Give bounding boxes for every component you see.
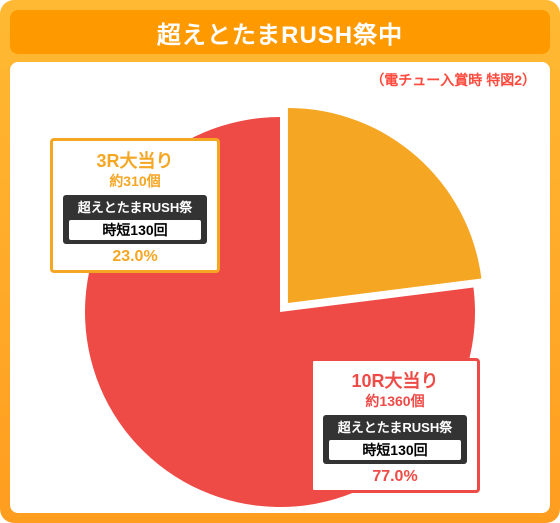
pie-slice-slice_3r [288, 108, 481, 303]
callout-3r-badge: 超えとたまRUSH祭 時短130回 [63, 195, 207, 244]
title-bar: 超えとたまRUSH祭中 [10, 10, 550, 54]
callout-10r-badge-bottom: 時短130回 [329, 440, 461, 460]
callout-3r: 3R大当り 約310個 超えとたまRUSH祭 時短130回 23.0% [50, 138, 220, 273]
callout-10r-sub: 約1360個 [323, 391, 467, 411]
callout-10r: 10R大当り 約1360個 超えとたまRUSH祭 時短130回 77.0% [310, 358, 480, 493]
callout-10r-title: 10R大当り [323, 367, 467, 393]
callout-3r-title: 3R大当り [63, 147, 207, 173]
subtitle: （電チュー入賞時 特図2） [370, 70, 536, 90]
callout-10r-badge: 超えとたまRUSH祭 時短130回 [323, 415, 467, 464]
callout-3r-badge-bottom: 時短130回 [69, 220, 201, 240]
callout-3r-badge-top: 超えとたまRUSH祭 [78, 200, 192, 215]
callout-10r-badge-top: 超えとたまRUSH祭 [338, 420, 452, 435]
inner-panel: （電チュー入賞時 特図2） 3R大当り 約310個 超えとたまRUSH祭 時短1… [10, 62, 550, 513]
callout-3r-sub: 約310個 [63, 171, 207, 191]
callout-3r-pct: 23.0% [63, 248, 207, 266]
callout-10r-pct: 77.0% [323, 468, 467, 486]
outer-frame: 超えとたまRUSH祭中 （電チュー入賞時 特図2） 3R大当り 約310個 超え… [0, 0, 560, 523]
title-text: 超えとたまRUSH祭中 [157, 15, 403, 50]
